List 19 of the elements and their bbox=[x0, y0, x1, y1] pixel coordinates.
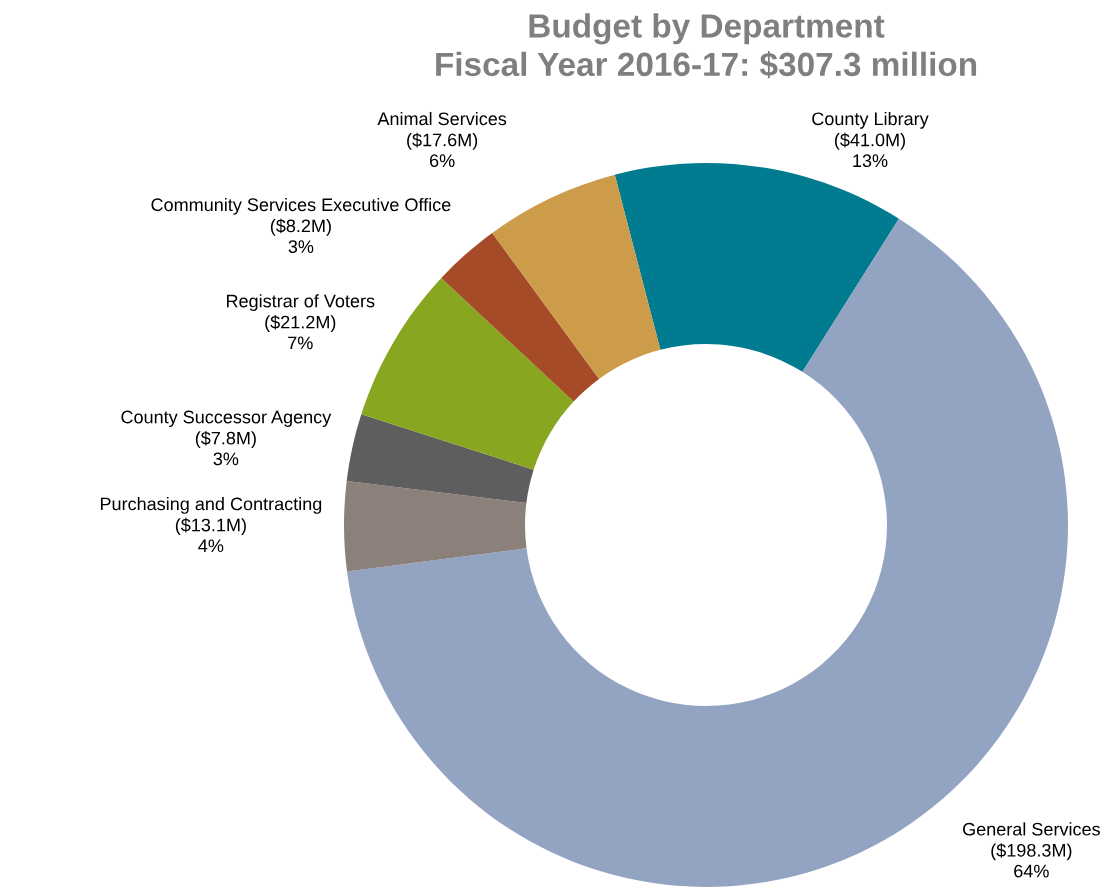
slice-label: Community Services Executive Office bbox=[151, 197, 451, 215]
data-label: ($21.2M) 7% bbox=[265, 314, 336, 350]
donut-slice bbox=[441, 232, 600, 402]
slice-label: Animal Services bbox=[377, 111, 507, 126]
data-label: ($41.0M) 13% bbox=[834, 132, 905, 168]
slice-label: County Successor Agency bbox=[121, 410, 332, 427]
donut-slice bbox=[344, 480, 527, 572]
slice-label: Purchasing and Contracting bbox=[100, 497, 322, 514]
slice-label: Registrar of Voters bbox=[227, 294, 375, 311]
data-label: ($13.1M) 4% bbox=[175, 517, 246, 553]
slice-label: County Library bbox=[812, 111, 929, 129]
data-label: ($7.8M) 3% bbox=[195, 430, 256, 466]
data-label: ($8.2M) 3% bbox=[270, 218, 331, 254]
data-label: ($198.3M) 64% bbox=[991, 843, 1072, 878]
slice-label: General Services bbox=[963, 822, 1100, 836]
chart-title: Budget by Department Fiscal Year 2016-17: $307.3 million bbox=[436, 13, 977, 79]
data-label: ($17.6M) 6% bbox=[407, 132, 478, 168]
donut-slice bbox=[492, 174, 661, 379]
donut-slice bbox=[346, 414, 534, 503]
